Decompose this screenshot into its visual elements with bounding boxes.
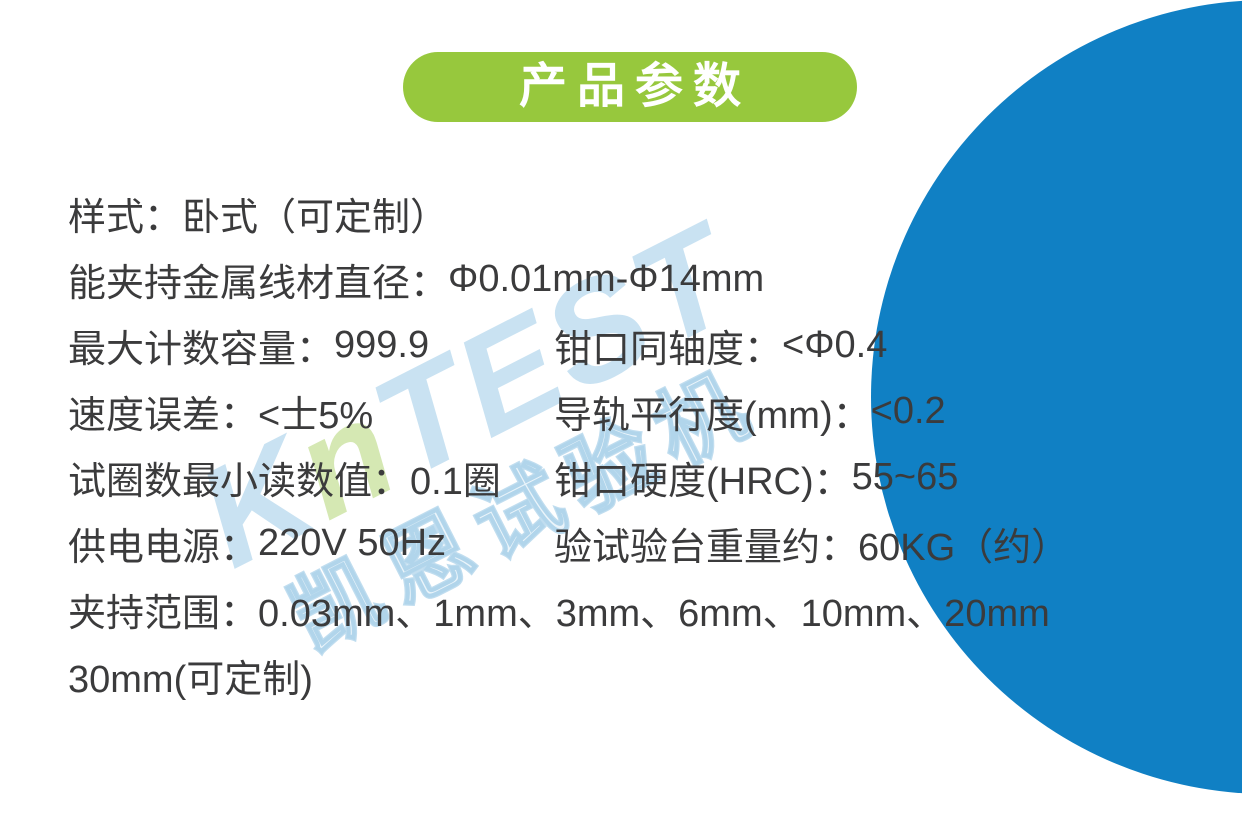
spec-value: 220V 50Hz [258,521,447,564]
spec-label: 试圈数最小读数值： [68,460,411,503]
spec-value: <士5% [258,394,374,437]
spec-value: 0.03mm、1mm、3mm、6mm、10mm、20mm [258,592,1050,635]
spec-label: 钳口硬度(HRC)： [554,460,852,503]
spec-row-clamp-range-continued: 30mm(可定制) [68,642,1188,708]
spec-row-count-capacity: 最大计数容量： 999.9 钳口同轴度： <Φ0.4 [68,312,1188,378]
spec-label: 供电电源： [68,526,259,569]
spec-value: <0.2 [870,389,946,432]
spec-label: 导轨平行度(mm)： [554,394,871,437]
page-title: 产品参数 [518,60,751,113]
spec-value: <Φ0.4 [782,323,888,366]
spec-value: 55~65 [851,455,959,498]
spec-label: 速度误差： [68,394,259,437]
spec-value: Φ0.01mm-Φ14mm [448,257,765,300]
spec-row-clamp-range: 夹持范围： 0.03mm、1mm、3mm、6mm、10mm、20mm [68,576,1188,642]
spec-list: 样式： 卧式（可定制） 能夹持金属线材直径： Φ0.01mm-Φ14mm 最大计数容… [68,180,1188,708]
spec-row-speed-error: 速度误差： <士5% 导轨平行度(mm)： <0.2 [68,378,1188,444]
spec-value: 999.9 [334,323,430,366]
spec-label: 最大计数容量： [68,328,335,371]
spec-label: 钳口同轴度： [554,328,783,371]
spec-value: 60KG（约） [858,526,1070,569]
spec-row-min-reading: 试圈数最小读数值： 0.1圈 钳口硬度(HRC)： 55~65 [68,444,1188,510]
section-title-badge: 产品参数 [403,52,857,122]
spec-label: 能夹持金属线材直径： [68,262,449,305]
spec-label: 验试验台重量约： [554,526,859,569]
spec-row-wire-diameter: 能夹持金属线材直径： Φ0.01mm-Φ14mm [68,246,1188,312]
spec-row-style: 样式： 卧式（可定制） [68,180,1188,246]
spec-label: 夹持范围： [68,592,259,635]
spec-value: 0.1圈 [410,460,501,503]
spec-value: 30mm(可定制) [68,658,313,701]
spec-label: 样式： [68,196,183,239]
spec-row-power-supply: 供电电源： 220V 50Hz 验试验台重量约： 60KG（约） [68,510,1188,576]
spec-value: 卧式（可定制） [182,196,449,239]
